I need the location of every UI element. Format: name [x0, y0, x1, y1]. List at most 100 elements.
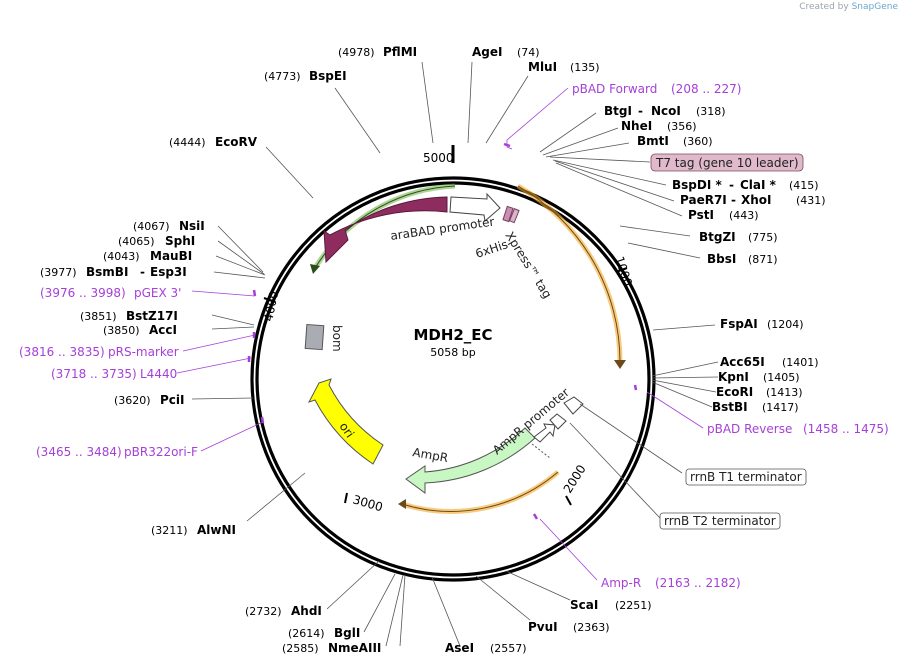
site-nhei[interactable]: NheI	[621, 119, 652, 133]
ori-feature[interactable]	[307, 378, 384, 465]
site-asei-pos: (2557)	[490, 642, 527, 655]
site-pflmi[interactable]: PflMI	[383, 45, 417, 59]
primer-pbad-reverse-range: (1458 .. 1475)	[803, 422, 889, 436]
primer-l4440[interactable]: L4440	[140, 367, 177, 381]
site-ahdi-pos: (2732)	[245, 605, 282, 618]
site-pvui[interactable]: PvuI	[528, 620, 558, 634]
site-bstz17i-pos: (3851)	[80, 310, 117, 323]
site-pcii-pos: (3620)	[114, 394, 151, 407]
bom-feature[interactable]	[304, 323, 325, 351]
site-sphi[interactable]: SphI	[165, 234, 195, 248]
primer-amp-r-range: (2163 .. 2182)	[655, 576, 741, 590]
site-maubi[interactable]: MauBI	[150, 249, 192, 263]
site-bstbi[interactable]: BstBI	[712, 400, 748, 414]
ampr-promoter-feature[interactable]	[533, 423, 556, 443]
primer-amp-r[interactable]: Amp-R	[601, 576, 641, 590]
site-pcii[interactable]: PciI	[160, 393, 185, 407]
site-bstz17i[interactable]: BstZ17I	[126, 309, 178, 323]
site-esp3i[interactable]: Esp3I	[150, 265, 187, 279]
site-bspdi[interactable]: BspDI *	[672, 178, 722, 192]
site-maubi-pos: (4043)	[103, 250, 140, 263]
primer-prs-marker[interactable]: pRS-marker	[108, 345, 179, 359]
orf-arc-insert-head	[614, 360, 626, 369]
site-xhoi[interactable]: XhoI	[741, 193, 772, 207]
site-paer7i-dash: -	[731, 193, 736, 207]
site-acci[interactable]: AccI	[149, 323, 177, 337]
site-mlui[interactable]: MluI	[528, 60, 557, 74]
site-clai[interactable]: ClaI *	[740, 178, 777, 192]
his6-label: 6xHis	[474, 237, 510, 261]
site-ahdi[interactable]: AhdI	[291, 604, 322, 618]
site-bstbi-pos: (1417)	[762, 401, 799, 414]
xpress-feature[interactable]	[508, 208, 520, 224]
site-pvui-pos: (2363)	[573, 621, 610, 634]
ampr-promoter-dash	[531, 443, 551, 459]
primer-prs-marker-range: (3816 .. 3835)	[19, 345, 105, 359]
site-acci-pos: (3850)	[103, 324, 140, 337]
site-nhei-pos: (356)	[667, 120, 697, 133]
ruler-tick-4000	[263, 297, 276, 303]
site-btgi-dash: -	[638, 104, 643, 118]
site-ncoi[interactable]: NcoI	[651, 104, 681, 118]
site-alwni[interactable]: AlwNI	[197, 523, 236, 537]
site-bgli[interactable]: BglI	[334, 626, 360, 640]
site-nmeaiii[interactable]: NmeAIII	[328, 641, 381, 655]
site-fspai[interactable]: FspAI	[720, 317, 758, 331]
primer-pbad-forward[interactable]: pBAD Forward	[572, 82, 657, 96]
site-sphi-pos: (4065)	[118, 235, 155, 248]
site-bbsi[interactable]: BbsI	[707, 252, 736, 266]
site-btgi[interactable]: BtgI	[604, 104, 632, 118]
site-agei[interactable]: AgeI	[472, 45, 502, 59]
rrnb-t2-label: rrnB T2 terminator	[664, 514, 776, 528]
arabad-promoter-feature[interactable]	[449, 192, 501, 222]
ampr-feature[interactable]	[405, 427, 536, 494]
site-kpni-pos: (1405)	[763, 371, 800, 384]
site-btgi-pos: (318)	[696, 105, 726, 118]
site-nsii-pos: (4067)	[133, 220, 170, 233]
site-bspei[interactable]: BspEI	[309, 69, 347, 83]
xpress-label: Xpress™ tag	[502, 229, 554, 301]
site-paer7i-pos: (431)	[796, 194, 826, 207]
site-scai[interactable]: ScaI	[570, 598, 598, 612]
site-btgzi[interactable]: BtgZI	[699, 230, 736, 244]
site-bsmbi[interactable]: BsmBI	[86, 265, 128, 279]
site-ecorv-pos: (4444)	[169, 136, 206, 149]
t7tag-box[interactable]	[650, 153, 804, 172]
site-fspai-pos: (1204)	[767, 318, 804, 331]
primer-marks	[247, 142, 638, 520]
site-bmti-pos: (360)	[683, 135, 713, 148]
site-bgli-pos: (2614)	[288, 627, 325, 640]
site-bsmbi-pos: (3977)	[40, 266, 77, 279]
site-acc65i[interactable]: Acc65I	[720, 355, 765, 369]
site-kpni[interactable]: KpnI	[718, 370, 749, 384]
rrnb-t1-feature[interactable]	[563, 396, 584, 415]
his6-feature[interactable]	[502, 205, 514, 223]
site-paer7i[interactable]: PaeR7I	[680, 193, 727, 207]
arac-feature[interactable]	[323, 196, 448, 264]
site-ecori[interactable]: EcoRI	[716, 385, 753, 399]
rrnb-t1-box[interactable]	[685, 468, 807, 486]
ampr-label: AmpR	[411, 445, 449, 465]
site-ecorv[interactable]: EcoRV	[215, 135, 258, 149]
site-agei-pos: (74)	[517, 46, 540, 59]
primer-pgex3[interactable]: pGEX 3'	[134, 286, 181, 300]
rrnb-t1-label: rrnB T1 terminator	[690, 470, 802, 484]
site-bmti[interactable]: BmtI	[637, 134, 669, 148]
ruler-tick-3000	[344, 492, 348, 504]
rrnb-t2-feature[interactable]	[549, 413, 567, 430]
site-asei[interactable]: AseI	[445, 641, 474, 655]
orf-arc-ampr-line	[401, 471, 559, 512]
site-acc65i-pos: (1401)	[782, 356, 819, 369]
site-nsii[interactable]: NsiI	[179, 219, 205, 233]
primer-l4440-range: (3718 .. 3735)	[51, 367, 137, 381]
primer-pbad-reverse[interactable]: pBAD Reverse	[707, 422, 792, 436]
ruler-label-3000: 3000	[351, 492, 384, 514]
site-psti[interactable]: PstI	[688, 208, 714, 222]
primer-pbr322ori[interactable]: pBR322ori-F	[124, 445, 198, 459]
snapgene-credit: Created by SnapGene	[799, 2, 898, 12]
rrnb-t2-box[interactable]	[659, 512, 781, 530]
bom-label: bom	[330, 325, 344, 352]
leader-lines	[191, 61, 719, 647]
site-bbsi-pos: (871)	[748, 253, 778, 266]
site-scai-pos: (2251)	[615, 599, 652, 612]
